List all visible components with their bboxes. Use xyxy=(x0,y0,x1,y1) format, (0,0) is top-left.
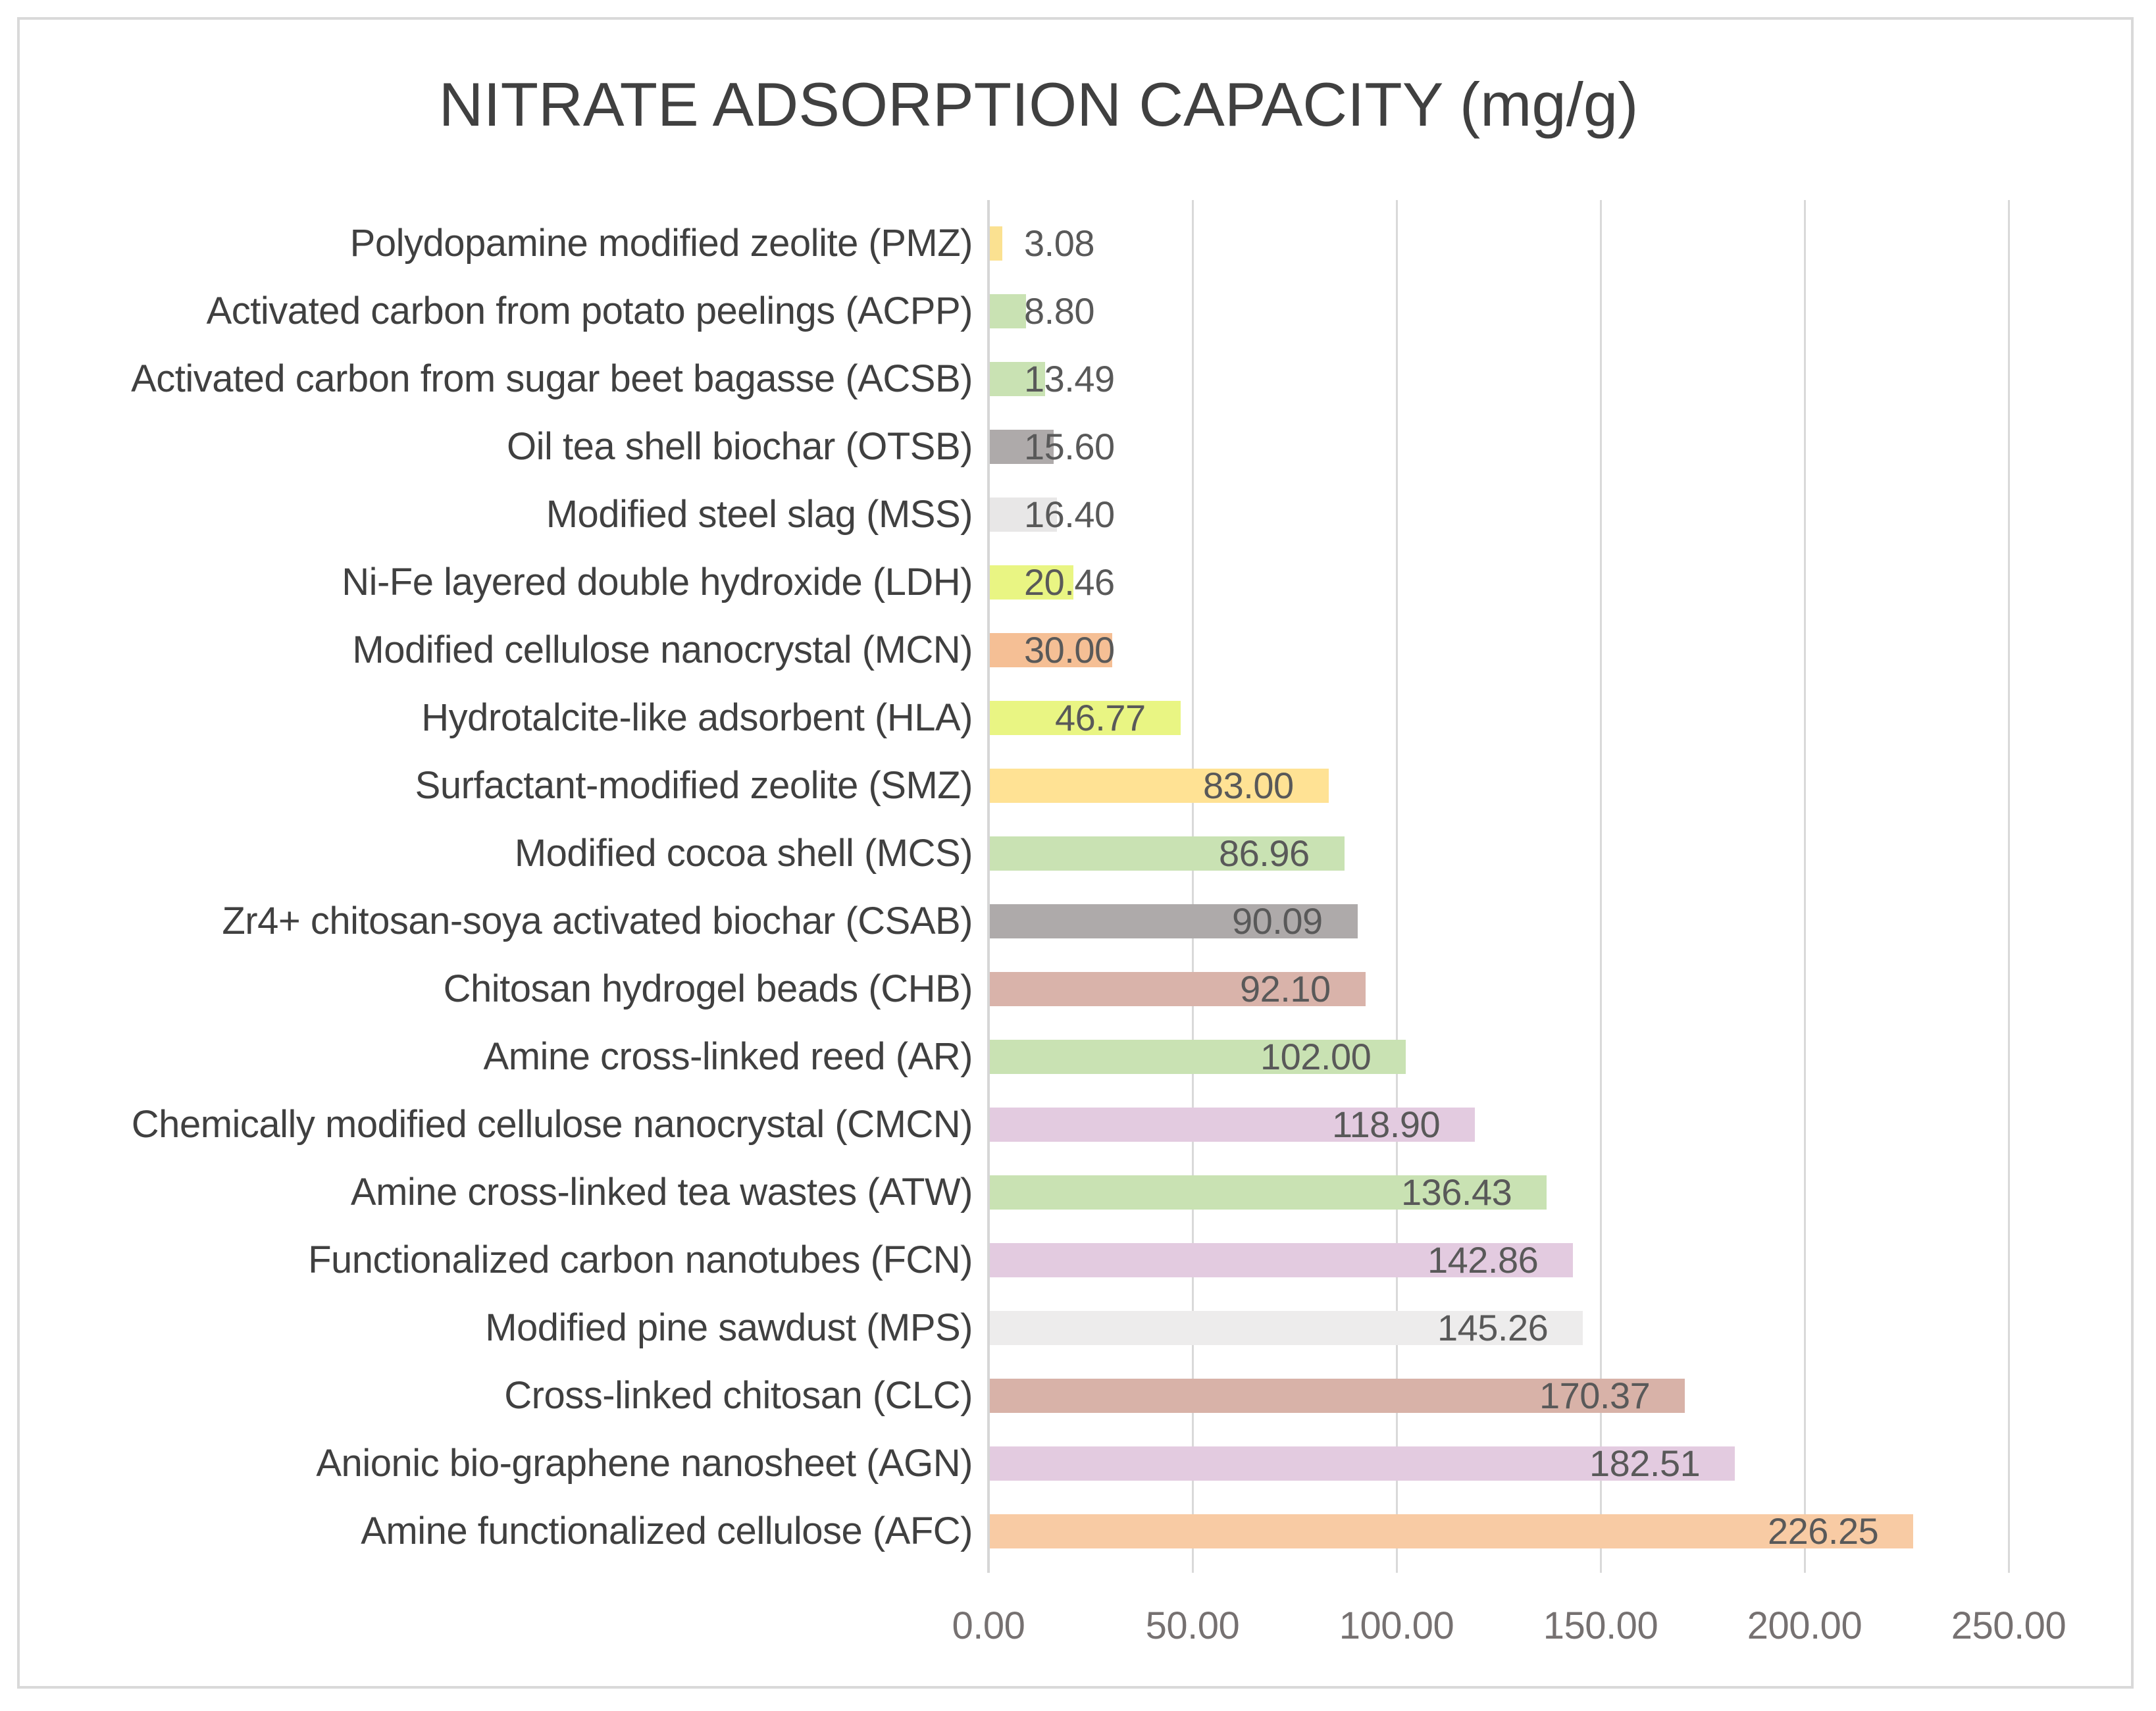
category-label: Cross-linked chitosan (CLC) xyxy=(504,1374,973,1417)
bar xyxy=(990,498,1057,532)
bar xyxy=(990,769,1329,803)
bar xyxy=(990,1379,1685,1413)
category-label: Amine functionalized cellulose (AFC) xyxy=(361,1510,973,1552)
bar xyxy=(990,836,1345,871)
bar xyxy=(990,362,1045,396)
value-label: 20.46 xyxy=(1024,561,1115,603)
x-tick-label: 150.00 xyxy=(1543,1604,1658,1647)
x-tick-label: 250.00 xyxy=(1951,1604,2066,1647)
bar xyxy=(990,430,1054,464)
category-label: Ni-Fe layered double hydroxide (LDH) xyxy=(342,561,973,603)
category-label: Surfactant-modified zeolite (SMZ) xyxy=(415,764,973,807)
category-label: Amine cross-linked tea wastes (ATW) xyxy=(350,1171,973,1213)
category-label: Modified cellulose nanocrystal (MCN) xyxy=(352,628,973,671)
category-label: Chemically modified cellulose nanocrysta… xyxy=(131,1103,973,1146)
value-label: 90.09 xyxy=(1232,900,1323,942)
bar xyxy=(990,1514,1913,1548)
value-label: 226.25 xyxy=(1768,1510,1879,1552)
category-label: Modified pine sawdust (MPS) xyxy=(485,1306,973,1349)
bar xyxy=(990,294,1026,328)
value-axis-line xyxy=(987,200,990,1573)
bar xyxy=(990,1175,1547,1210)
category-label: Modified cocoa shell (MCS) xyxy=(514,832,973,875)
bar xyxy=(990,1446,1735,1481)
chart-title: NITRATE ADSORPTION CAPACITY (mg/g) xyxy=(438,70,1639,139)
category-label: Amine cross-linked reed (AR) xyxy=(483,1035,973,1078)
value-label: 3.08 xyxy=(1024,222,1095,264)
value-label: 118.90 xyxy=(1332,1104,1441,1145)
value-label: 8.80 xyxy=(1024,290,1095,332)
gridline xyxy=(1192,200,1194,1573)
value-label: 13.49 xyxy=(1024,358,1115,399)
bar xyxy=(990,1311,1583,1345)
value-label: 86.96 xyxy=(1219,832,1310,874)
category-label: Functionalized carbon nanotubes (FCN) xyxy=(308,1239,973,1281)
category-label: Hydrotalcite-like adsorbent (HLA) xyxy=(421,696,973,739)
bar xyxy=(990,904,1358,938)
value-label: 30.00 xyxy=(1024,629,1115,671)
category-label: Anionic bio-graphene nanosheet (AGN) xyxy=(316,1442,973,1485)
value-label: 182.51 xyxy=(1589,1443,1701,1484)
category-label: Activated carbon from potato peelings (A… xyxy=(206,290,973,332)
value-label: 16.40 xyxy=(1024,494,1115,535)
category-label: Modified steel slag (MSS) xyxy=(546,493,973,536)
category-label: Chitosan hydrogel beads (CHB) xyxy=(443,967,973,1010)
x-tick-label: 50.00 xyxy=(1145,1604,1240,1647)
bar xyxy=(990,972,1366,1006)
bar xyxy=(990,633,1112,667)
x-tick-label: 200.00 xyxy=(1747,1604,1862,1647)
value-label: 15.60 xyxy=(1024,426,1115,467)
category-label: Polydopamine modified zeolite (PMZ) xyxy=(349,222,973,265)
gridline xyxy=(2008,200,2010,1573)
value-label: 102.00 xyxy=(1260,1036,1372,1077)
bar xyxy=(990,1040,1406,1074)
value-label: 142.86 xyxy=(1427,1239,1539,1281)
bar xyxy=(990,226,1002,261)
gridline xyxy=(1804,200,1806,1573)
gridline xyxy=(1396,200,1398,1573)
gridline xyxy=(1600,200,1602,1573)
bar xyxy=(990,565,1073,600)
category-label: Activated carbon from sugar beet bagasse… xyxy=(131,357,973,400)
x-tick-label: 0.00 xyxy=(952,1604,1025,1647)
bar xyxy=(990,701,1181,735)
value-label: 136.43 xyxy=(1401,1171,1512,1213)
value-label: 170.37 xyxy=(1539,1375,1651,1416)
value-label: 92.10 xyxy=(1240,968,1331,1009)
category-label: Zr4+ chitosan-soya activated biochar (CS… xyxy=(222,900,973,942)
value-label: 46.77 xyxy=(1055,697,1146,738)
bar xyxy=(990,1243,1573,1277)
value-label: 145.26 xyxy=(1437,1307,1549,1348)
category-label: Oil tea shell biochar (OTSB) xyxy=(506,425,973,468)
bar xyxy=(990,1108,1475,1142)
x-tick-label: 100.00 xyxy=(1339,1604,1454,1647)
value-label: 83.00 xyxy=(1203,765,1294,806)
